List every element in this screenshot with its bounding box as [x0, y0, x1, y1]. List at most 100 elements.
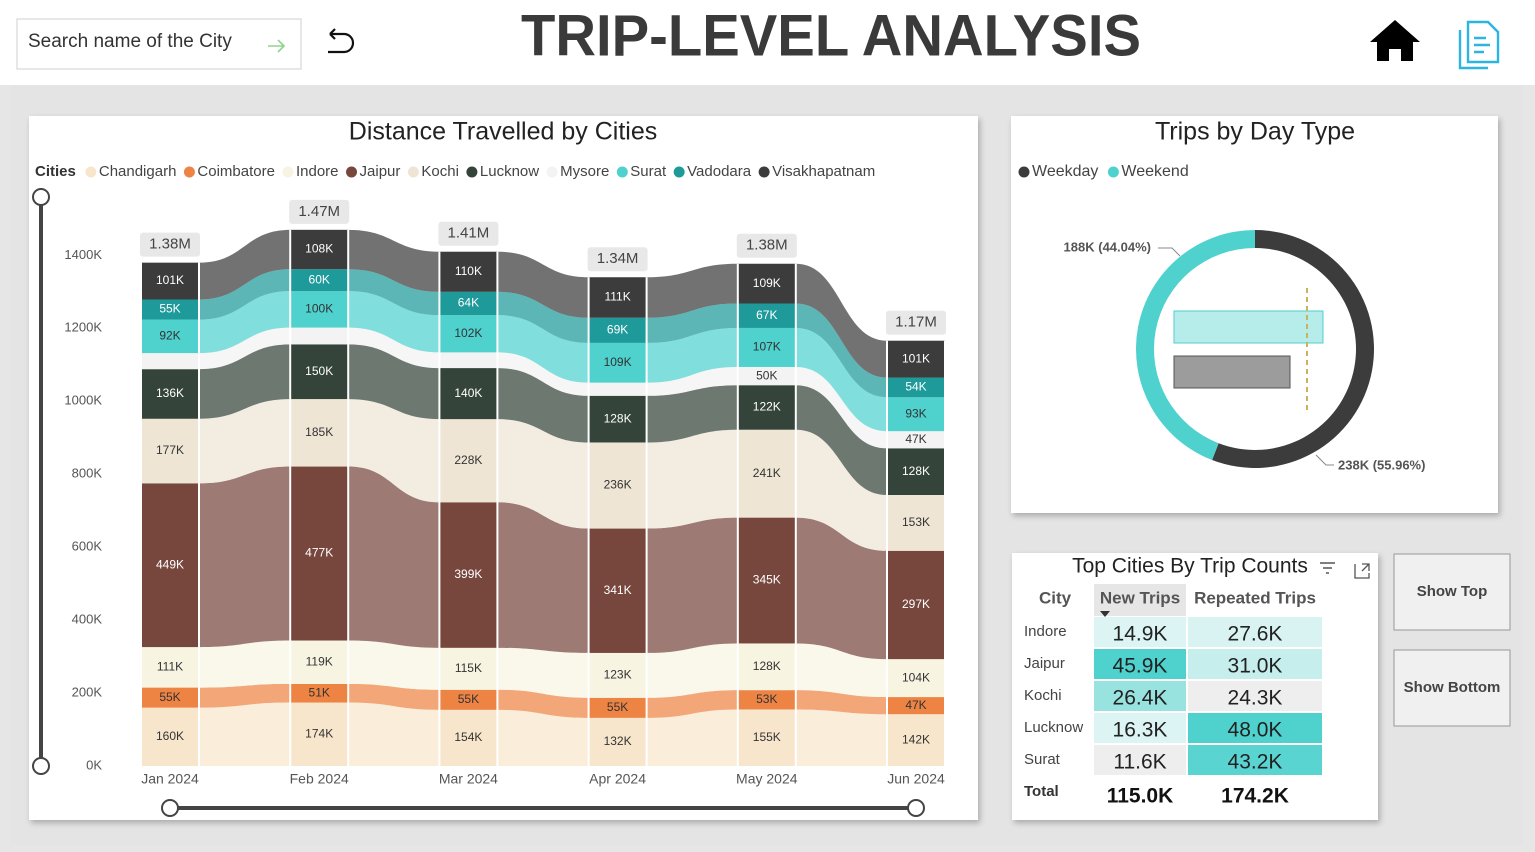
x-slider-handle[interactable]	[907, 799, 925, 817]
data-label: 128K	[902, 464, 930, 478]
bar-segment	[290, 702, 349, 766]
x-slider-handle[interactable]	[161, 799, 179, 817]
data-label: 115K	[455, 661, 482, 675]
data-label: 154K	[454, 730, 482, 744]
legend-swatch	[1018, 166, 1030, 178]
ribbon	[199, 269, 291, 320]
page-title: TRIP-LEVEL ANALYSIS	[521, 3, 1141, 68]
table-cell	[1188, 649, 1322, 679]
bar-segment	[588, 442, 647, 529]
data-label: 119K	[306, 654, 333, 668]
table-cell	[1188, 681, 1322, 711]
data-label: 55K	[607, 700, 628, 714]
report-icon[interactable]	[1458, 20, 1500, 70]
y-tick-label: 0K	[86, 757, 102, 772]
legend-label: Kochi	[421, 163, 459, 180]
data-label: 108K	[305, 242, 333, 256]
table-cell	[1094, 617, 1186, 647]
ribbon	[795, 643, 887, 698]
data-label: 155K	[753, 730, 781, 744]
data-label: 236K	[604, 478, 632, 492]
bar-segment	[290, 683, 349, 703]
legend-swatch	[183, 166, 195, 178]
bar-segment	[141, 299, 199, 320]
legend-label: Chandigarh	[99, 163, 177, 180]
bar-segment	[439, 315, 498, 353]
legend-swatch	[546, 166, 558, 178]
data-label: 50K	[756, 368, 777, 382]
column-header: New Trips	[1100, 588, 1180, 607]
focus-icon[interactable]	[1354, 563, 1370, 579]
column-header: City	[1039, 588, 1072, 607]
legend-swatch	[1107, 166, 1119, 178]
bar-segment	[439, 709, 498, 766]
data-label: 111K	[157, 660, 183, 674]
button-label[interactable]: Show Top	[1417, 583, 1488, 600]
ribbon	[646, 303, 738, 343]
bar-segment	[141, 353, 199, 370]
table-total: 115.0K	[1107, 785, 1174, 808]
ribbons	[199, 229, 887, 766]
bar-segment	[290, 229, 349, 270]
bar-segment	[737, 643, 796, 691]
data-label: 111K	[604, 290, 630, 304]
ribbon	[497, 315, 589, 383]
back-icon[interactable]	[328, 28, 355, 54]
x-tick-label: Mar 2024	[439, 771, 498, 787]
bar-segment	[588, 277, 647, 318]
ribbon	[646, 709, 738, 766]
bar-segment	[737, 709, 796, 766]
x-tick-label: Apr 2024	[589, 771, 646, 787]
search-box[interactable]	[16, 18, 302, 70]
sort-arrow[interactable]	[1100, 611, 1110, 617]
button-label[interactable]: Show Bottom	[1404, 679, 1501, 696]
legend-label: Visakhapatnam	[772, 163, 875, 180]
y-slider-handle[interactable]	[32, 188, 50, 206]
table-value: 24.3K	[1228, 687, 1283, 710]
table-value: 45.9K	[1113, 655, 1168, 678]
donut-slice	[1136, 230, 1255, 461]
overlay-bar	[1173, 355, 1291, 389]
ribbon	[646, 517, 738, 653]
ribbon	[199, 344, 291, 419]
ribbon	[795, 385, 887, 495]
table-value: 48.0K	[1228, 719, 1283, 742]
bar-segment	[887, 494, 945, 551]
ribbon	[497, 689, 589, 718]
filter-icon[interactable]	[1320, 562, 1335, 574]
ribbon	[497, 709, 589, 766]
table-value: 43.2K	[1228, 751, 1283, 774]
ribbon	[497, 368, 589, 443]
table-value: 14.9K	[1113, 623, 1168, 646]
data-label: 110K	[455, 264, 482, 278]
ribbon	[348, 683, 440, 710]
button[interactable]	[1393, 553, 1511, 631]
ribbon	[795, 690, 887, 715]
bar-segment	[439, 689, 498, 710]
legend-swatch	[282, 166, 294, 178]
search-arrow[interactable]	[268, 39, 286, 53]
bar-segment	[290, 291, 349, 328]
bar-segment	[588, 382, 647, 396]
home-icon[interactable]	[1370, 20, 1420, 61]
table-value: 31.0K	[1228, 655, 1283, 678]
ribbon	[348, 291, 440, 353]
button[interactable]	[1393, 649, 1511, 727]
ribbon	[348, 269, 440, 316]
y-slider-handle[interactable]	[32, 757, 50, 775]
legend-title: Cities	[35, 163, 76, 180]
data-label: 69K	[607, 322, 628, 336]
data-label: 55K	[458, 692, 479, 706]
ribbon	[795, 327, 887, 432]
table-value: 16.3K	[1113, 719, 1168, 742]
x-tick-label: Jun 2024	[887, 771, 945, 787]
ribbon	[199, 229, 291, 300]
data-label: 136K	[156, 386, 184, 400]
data-label: 104K	[902, 670, 930, 684]
legend-swatch	[466, 166, 478, 178]
table-city: Kochi	[1024, 687, 1062, 704]
bar-segment	[439, 502, 498, 648]
data-label: 142K	[902, 732, 930, 746]
table-value: 27.6K	[1228, 623, 1283, 646]
table-title: Top Cities By Trip Counts	[1072, 555, 1308, 578]
